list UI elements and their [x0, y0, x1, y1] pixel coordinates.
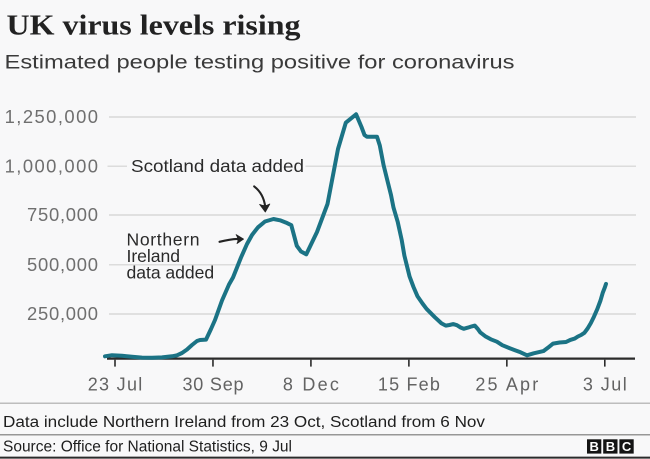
- svg-text:15 Feb: 15 Feb: [378, 375, 440, 395]
- svg-text:25 Apr: 25 Apr: [475, 375, 538, 395]
- svg-text:B: B: [606, 439, 615, 454]
- svg-text:1,000,000: 1,000,000: [5, 155, 98, 176]
- svg-text:Northern: Northern: [127, 230, 200, 250]
- svg-text:Source: Office for National St: Source: Office for National Statistics, …: [3, 439, 292, 456]
- svg-text:23 Jul: 23 Jul: [88, 375, 143, 395]
- svg-text:30 Sep: 30 Sep: [183, 375, 244, 395]
- svg-text:Scotland data added: Scotland data added: [131, 156, 304, 176]
- svg-text:C: C: [622, 439, 632, 454]
- svg-text:750,000: 750,000: [27, 204, 98, 225]
- svg-text:data added: data added: [127, 262, 215, 282]
- svg-text:8 Dec: 8 Dec: [283, 375, 339, 395]
- svg-text:250,000: 250,000: [27, 303, 98, 324]
- svg-text:Ireland: Ireland: [127, 246, 181, 266]
- svg-text:B: B: [590, 439, 599, 454]
- svg-text:1,250,000: 1,250,000: [5, 106, 98, 127]
- svg-text:500,000: 500,000: [27, 254, 98, 275]
- svg-text:Data include Northern Ireland: Data include Northern Ireland from 23 Oc…: [3, 414, 485, 431]
- svg-text:3 Jul: 3 Jul: [583, 375, 627, 395]
- svg-text:Estimated people testing posit: Estimated people testing positive for co…: [5, 52, 515, 73]
- svg-text:UK virus levels rising: UK virus levels rising: [7, 11, 301, 42]
